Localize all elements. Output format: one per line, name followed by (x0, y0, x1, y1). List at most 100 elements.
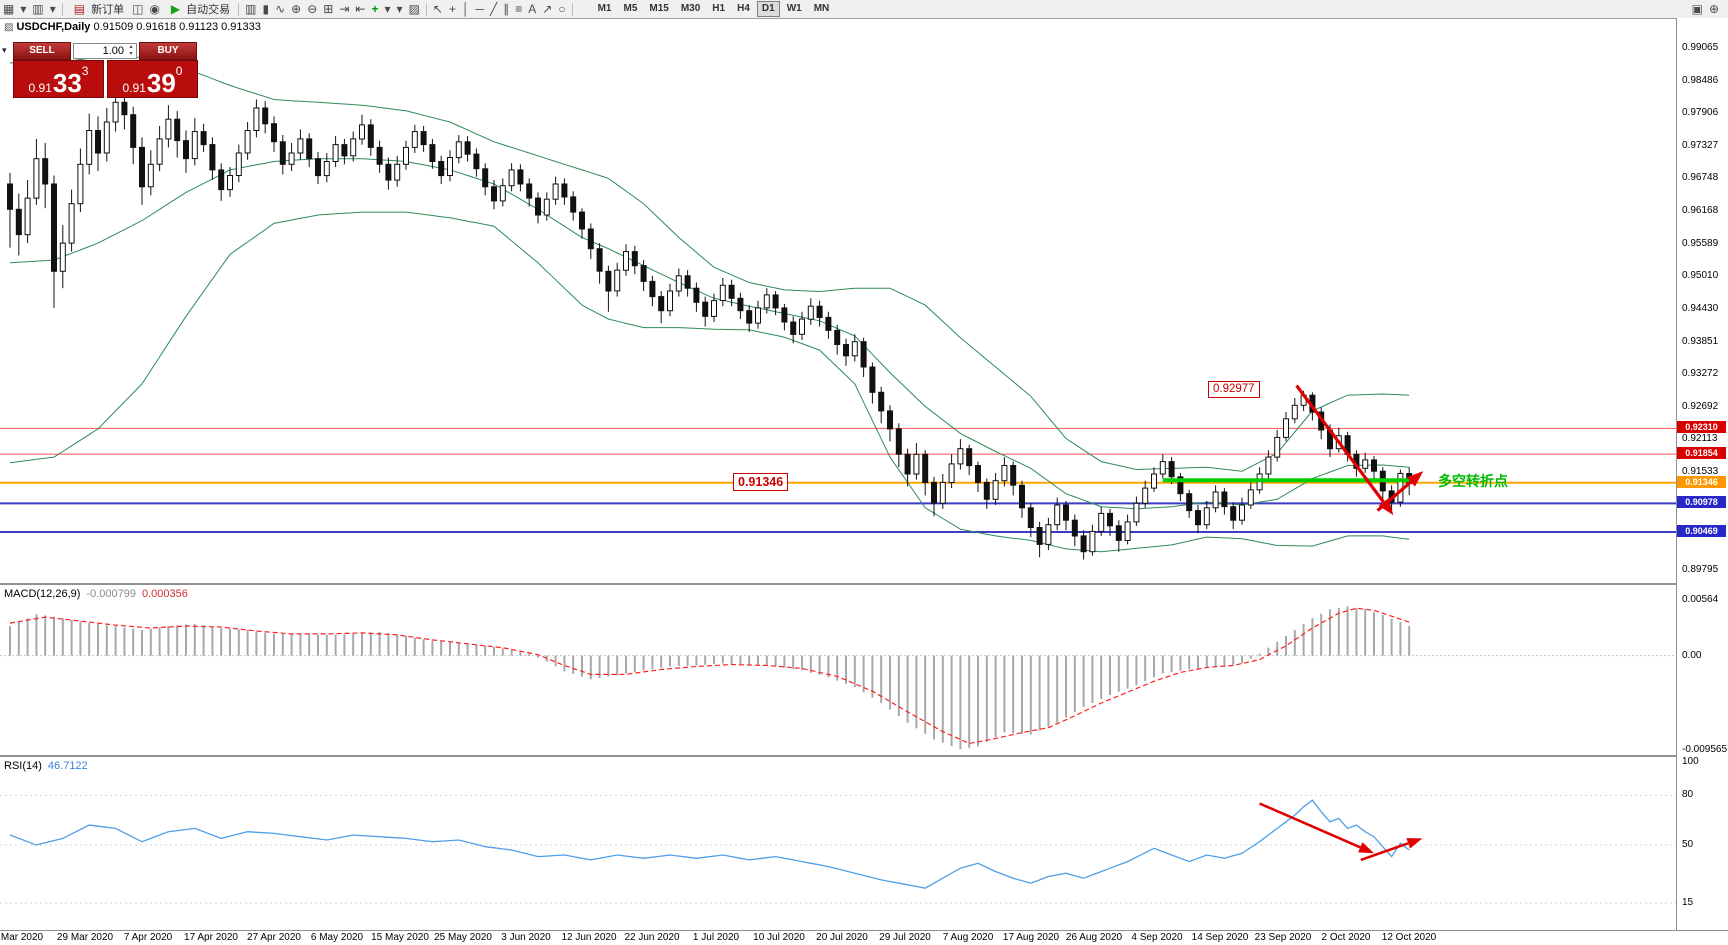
timeframe-MN[interactable]: MN (813, 3, 830, 14)
panel-separator[interactable] (0, 583, 1728, 585)
timeframe-M5[interactable]: M5 (623, 3, 638, 14)
date-label: 17 Aug 2020 (1002, 932, 1060, 943)
autotrading-button[interactable]: ▶ 自动交易 (163, 1, 235, 18)
macd-header: MACD(12,26,9) -0.000799 0.000356 (4, 588, 188, 600)
chart-window-icon: ▨ (4, 22, 14, 33)
indicators-icon[interactable]: + (371, 1, 379, 16)
rsi-header: RSI(14) 46.7122 (4, 760, 88, 772)
peak-price-label[interactable]: 0.92977 (1208, 381, 1260, 398)
vertical-line-icon[interactable]: │ (461, 1, 470, 16)
zoom-out-icon[interactable]: ⊖ (307, 1, 318, 16)
rsi-scale-label: 50 (1682, 839, 1694, 850)
price-level-tag: 0.91346 (1677, 476, 1726, 488)
date-label: 12 Oct 2020 (1381, 932, 1437, 943)
sell-price-point: 3 (81, 64, 89, 78)
cursor-icon[interactable]: ↖ (432, 1, 443, 16)
bar-chart-icon[interactable]: ▥ (245, 1, 257, 16)
price-scale-label: 0.99065 (1682, 42, 1719, 53)
timeframe-M30[interactable]: M30 (680, 3, 701, 14)
chart-shift-icon[interactable]: ⇤ (355, 1, 366, 16)
date-label: 6 May 2020 (310, 932, 364, 943)
templates-icon[interactable]: ▨ (408, 1, 420, 16)
price-scale-label: 0.92113 (1682, 433, 1718, 444)
price-scale-label: 0.98486 (1682, 75, 1719, 86)
price-level-tag: 0.92310 (1677, 421, 1726, 433)
data-window-icon[interactable]: ▣ (1691, 1, 1703, 16)
volume-input[interactable] (74, 44, 126, 57)
indicators-dropdown-icon[interactable]: ▾ (384, 1, 391, 16)
sell-price-display[interactable]: 0.91 33 3 (13, 60, 104, 98)
new-chart-dropdown-icon[interactable]: ▾ (20, 1, 27, 16)
date-label: 26 Aug 2020 (1065, 932, 1123, 943)
date-label: 29 Mar 2020 (56, 932, 114, 943)
market-watch-icon[interactable]: ◫ (132, 1, 144, 16)
date-label: 7 Apr 2020 (123, 932, 173, 943)
candlestick-chart-icon[interactable]: ▮ (262, 1, 270, 16)
timeframe-H1[interactable]: H1 (712, 3, 726, 14)
volume-field: ▴ ▾ (73, 42, 137, 59)
sell-price-pips: 33 (52, 68, 82, 98)
rsi-chart-canvas[interactable] (0, 757, 1676, 934)
rsi-title: RSI(14) (4, 760, 42, 772)
shapes-icon[interactable]: ○ (558, 1, 566, 16)
volume-up-icon[interactable]: ▴ (129, 43, 133, 50)
profiles-dropdown-icon[interactable]: ▾ (49, 1, 56, 16)
arrows-tool-icon[interactable]: ↗ (542, 1, 553, 16)
search-icon[interactable]: ⊕ (1708, 1, 1719, 16)
date-label: 15 May 2020 (371, 932, 429, 943)
timeframe-M1[interactable]: M1 (597, 3, 612, 14)
macd-scale-label: 0.00564 (1682, 594, 1719, 605)
volume-down-icon[interactable]: ▾ (129, 50, 133, 57)
date-label: 10 Jul 2020 (753, 932, 805, 943)
navigator-icon[interactable]: ◉ (149, 1, 160, 16)
timeframe-W1[interactable]: W1 (786, 3, 802, 14)
timeframe-D1[interactable]: D1 (756, 1, 780, 17)
turning-point-label[interactable]: 多空转折点 (1438, 473, 1508, 489)
macd-scale-label: 0.00 (1682, 650, 1702, 661)
rsi-scale-label: 100 (1682, 756, 1699, 767)
price-scale-label: 0.97327 (1682, 140, 1719, 151)
new-chart-icon[interactable]: ▦ (3, 1, 15, 16)
price-scale-label: 0.89795 (1682, 564, 1719, 575)
text-tool-icon[interactable]: A (528, 1, 537, 16)
horizontal-line-icon[interactable]: ─ (475, 1, 484, 16)
date-label: 29 Jul 2020 (879, 932, 931, 943)
timeframe-M15[interactable]: M15 (649, 3, 669, 14)
buy-button[interactable]: BUY (139, 41, 197, 60)
sell-price-base: 0.91 (28, 81, 52, 95)
new-order-button[interactable]: ▤ 新订单 (66, 1, 129, 18)
price-scale-label: 0.95589 (1682, 238, 1719, 249)
sell-button[interactable]: SELL (13, 41, 71, 60)
macd-main-value: -0.000799 (86, 588, 136, 600)
price-scale-label: 0.93272 (1682, 368, 1719, 379)
buy-price-display[interactable]: 0.91 39 0 (107, 60, 198, 98)
date-label: 14 Sep 2020 (1191, 932, 1249, 943)
timeframe-H4[interactable]: H4 (737, 3, 750, 14)
rsi-value: 46.7122 (47, 760, 88, 772)
scale-border (1676, 18, 1677, 930)
price-level-tag: 0.90469 (1677, 525, 1726, 537)
buy-price-base: 0.91 (122, 81, 146, 95)
zoom-in-icon[interactable]: ⊕ (291, 1, 302, 16)
date-label: Mar 2020 (0, 932, 44, 943)
price-scale[interactable]: 0.92310 0.91854 0.91346 0.90978 0.90469 0.990… (1677, 18, 1728, 930)
periods-dropdown-icon[interactable]: ▾ (396, 1, 403, 16)
date-label: 23 Sep 2020 (1254, 932, 1312, 943)
profiles-icon[interactable]: ▥ (32, 1, 44, 16)
price-chart-canvas[interactable] (0, 18, 1676, 588)
trendline-icon[interactable]: ╱ (490, 1, 498, 16)
crosshair-icon[interactable]: + (448, 1, 456, 16)
line-chart-icon[interactable]: ∿ (275, 1, 286, 16)
tile-windows-icon[interactable]: ⊞ (323, 1, 334, 16)
auto-scroll-icon[interactable]: ⇥ (339, 1, 350, 16)
fibonacci-icon[interactable]: ≡ (515, 1, 523, 16)
trade-panel-collapse-icon[interactable]: ▾ (2, 45, 7, 55)
date-label: 17 Apr 2020 (184, 932, 238, 943)
panel-separator[interactable] (0, 755, 1728, 757)
price-scale-label: 0.93851 (1682, 336, 1719, 347)
macd-chart-canvas[interactable] (0, 585, 1676, 760)
time-axis[interactable]: Mar 2020 29 Mar 2020 7 Apr 2020 17 Apr 2020… (0, 930, 1728, 945)
channel-icon[interactable]: ∥ (503, 1, 510, 16)
support-price-label[interactable]: 0.91346 (733, 473, 789, 491)
